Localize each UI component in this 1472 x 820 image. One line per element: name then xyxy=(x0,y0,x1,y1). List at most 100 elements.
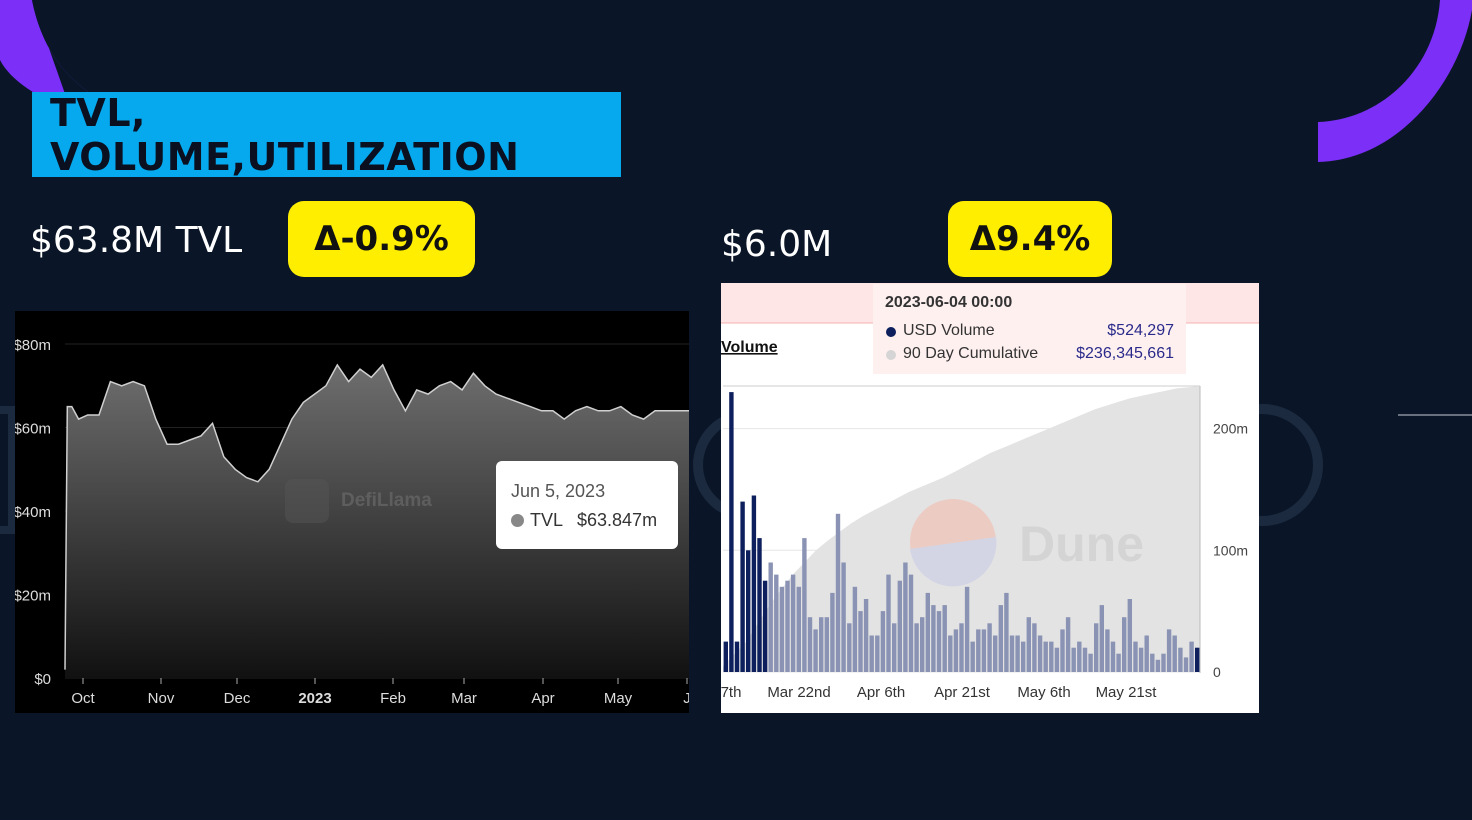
volume-bar xyxy=(807,617,813,672)
volume-bar xyxy=(1178,647,1183,672)
volume-bar xyxy=(762,580,768,672)
volume-bar xyxy=(1082,647,1088,672)
volume-bar xyxy=(824,617,829,672)
volume-bar xyxy=(959,623,964,672)
tvl-y-tick: $40m xyxy=(15,504,51,521)
decorative-arc-right xyxy=(1318,0,1472,162)
volume-bar xyxy=(1183,657,1189,672)
volume-bar xyxy=(1071,647,1076,672)
volume-x-tick: Mar 22nd xyxy=(767,684,830,701)
volume-bar xyxy=(1161,653,1166,672)
volume-bar xyxy=(1127,599,1132,672)
volume-bar xyxy=(942,605,947,672)
volume-bar xyxy=(998,605,1003,672)
volume-bar xyxy=(1133,641,1138,672)
volume-bar xyxy=(1088,653,1093,672)
tvl-tooltip-date: Jun 5, 2023 xyxy=(511,481,606,501)
volume-bar xyxy=(1189,641,1194,672)
volume-bar xyxy=(1077,641,1082,672)
section-title: TVL, VOLUME,UTILIZATION xyxy=(50,90,520,179)
volume-bar xyxy=(746,550,751,672)
volume-bar xyxy=(1054,647,1060,672)
volume-bar xyxy=(869,635,874,672)
volume-bar xyxy=(1105,629,1110,672)
volume-chart-panel: Volume 0 100m 200m 7th Mar 22nd Apr 6th Apr 2… xyxy=(721,283,1259,713)
volume-bar xyxy=(819,617,824,672)
volume-bar xyxy=(858,611,863,672)
volume-bar xyxy=(796,586,801,672)
volume-bar xyxy=(936,611,942,672)
volume-bar xyxy=(908,574,914,672)
volume-bar xyxy=(802,538,807,672)
volume-bar xyxy=(976,629,981,672)
volume-bar xyxy=(920,617,925,672)
volume-bar xyxy=(1032,623,1037,672)
volume-bar xyxy=(1060,629,1065,672)
volume-bar xyxy=(1138,647,1144,672)
volume-bar xyxy=(931,605,936,672)
svg-text:DefiLlama: DefiLlama xyxy=(341,490,432,511)
volume-bar xyxy=(987,623,992,672)
volume-bar xyxy=(897,580,902,672)
tvl-x-tick: 2023 xyxy=(298,690,331,707)
volume-bar xyxy=(1172,635,1177,672)
tvl-x-tick: J xyxy=(683,690,689,707)
volume-bar xyxy=(790,574,796,672)
usd-volume-label: USD Volume xyxy=(903,322,995,339)
volume-bar xyxy=(886,574,891,672)
volume-bar xyxy=(892,623,897,672)
volume-bar xyxy=(830,592,835,672)
volume-tooltip-datetime: 2023-06-04 00:00 xyxy=(885,294,1013,311)
volume-x-tick: Apr 21st xyxy=(934,684,991,701)
volume-bar xyxy=(925,592,930,672)
volume-bar xyxy=(1166,629,1172,672)
volume-bar xyxy=(835,513,841,672)
volume-bar xyxy=(1026,617,1031,672)
tvl-y-tick: $0 xyxy=(34,671,51,688)
section-title-box: TVL, VOLUME,UTILIZATION xyxy=(32,90,621,179)
volume-bar xyxy=(948,635,953,672)
tvl-area xyxy=(65,364,689,678)
volume-x-tick: 7th xyxy=(721,684,741,701)
tvl-tooltip-value: $63.847m xyxy=(577,510,658,530)
volume-x-tick: May 21st xyxy=(1096,684,1158,701)
tvl-x-tick: May xyxy=(604,690,633,707)
tvl-y-tick: $20m xyxy=(15,588,51,605)
volume-bar xyxy=(1004,592,1009,672)
volume-bar xyxy=(993,635,998,672)
volume-bar xyxy=(875,635,880,672)
volume-bar xyxy=(1144,635,1149,672)
volume-bar xyxy=(863,599,869,672)
volume-bar xyxy=(768,562,773,672)
svg-text:Dune: Dune xyxy=(1019,516,1144,572)
cumulative-dot xyxy=(886,350,896,360)
volume-bar xyxy=(1021,641,1026,672)
volume-bar xyxy=(1065,617,1071,672)
volume-bar xyxy=(1116,653,1121,672)
tvl-x-tick: Apr xyxy=(531,690,554,707)
volume-bar xyxy=(903,562,908,672)
volume-bar xyxy=(970,641,975,672)
volume-bar xyxy=(774,574,779,672)
volume-bar xyxy=(1015,635,1020,672)
volume-bar xyxy=(964,586,970,672)
volume-bar xyxy=(914,623,919,672)
volume-bar xyxy=(1150,653,1155,672)
volume-bar xyxy=(723,641,728,672)
tvl-x-tick: Oct xyxy=(71,690,95,707)
tvl-line xyxy=(64,363,689,670)
volume-bar xyxy=(729,392,734,672)
tvl-change-badge: Δ-0.9% xyxy=(288,201,475,277)
tvl-x-tick: Mar xyxy=(451,690,477,707)
volume-bar xyxy=(1009,635,1015,672)
volume-x-tick: May 6th xyxy=(1017,684,1070,701)
tvl-metric: $63.8M TVL xyxy=(30,220,243,261)
volume-bar xyxy=(1049,641,1054,672)
volume-tooltip: 2023-06-04 00:00 USD Volume $524,297 90 … xyxy=(873,284,1186,374)
volume-bar xyxy=(1122,617,1127,672)
tvl-x-tick: Feb xyxy=(380,690,406,707)
volume-bar xyxy=(847,623,852,672)
usd-volume-dot xyxy=(886,327,896,337)
volume-bar xyxy=(981,629,987,672)
volume-bar xyxy=(779,586,785,672)
